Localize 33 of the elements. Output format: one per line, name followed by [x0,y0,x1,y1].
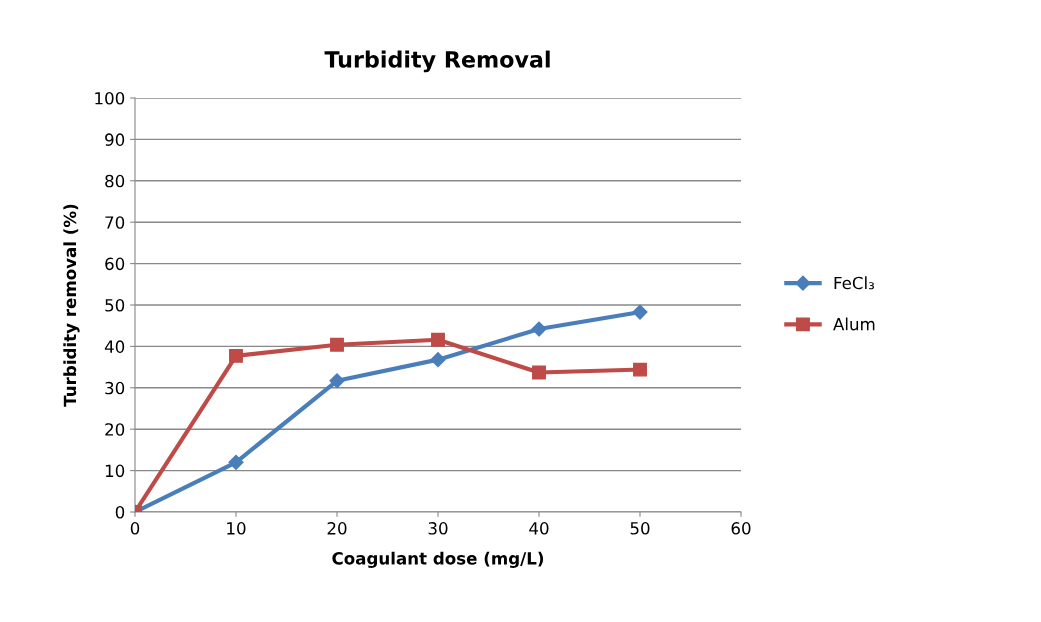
point [228,454,244,470]
y-tick-label: 100 [95,91,125,105]
chart-title: Turbidity Removal [324,50,550,73]
x-tick-label: 10 [227,522,246,535]
y-tick-label: 70 [105,216,125,229]
point [531,321,547,337]
x-axis-title: Coagulant dose (mg/L) [332,551,544,568]
x-tick-label: 60 [731,522,751,535]
y-tick-label: 30 [105,381,125,395]
point [430,352,446,368]
x-tick-label: 30 [428,522,448,535]
point [633,362,647,377]
point [632,304,648,320]
point [329,373,345,389]
y-tick-label: 10 [105,464,125,478]
y-tick-label: 60 [105,257,125,271]
x-tick-label: 0 [130,522,140,535]
x-tick-label: 40 [529,522,549,535]
point [330,337,344,352]
x-tick-label: 20 [327,522,347,535]
y-tick-label: 20 [105,423,125,436]
y-tick-label: 0 [115,505,125,519]
point [229,348,243,363]
y-axis-title: Turbidity removal (%) [63,204,80,407]
legend-label: FeCl₃ [834,276,874,290]
x-tick-label: 50 [630,522,650,535]
y-tick-label: 90 [105,133,125,146]
y-tick-label: 50 [105,298,125,312]
point [532,365,546,380]
y-tick-label: 80 [105,174,125,188]
y-tick-label: 40 [104,340,125,353]
legend-label: Alum [833,317,875,331]
point [431,332,445,347]
